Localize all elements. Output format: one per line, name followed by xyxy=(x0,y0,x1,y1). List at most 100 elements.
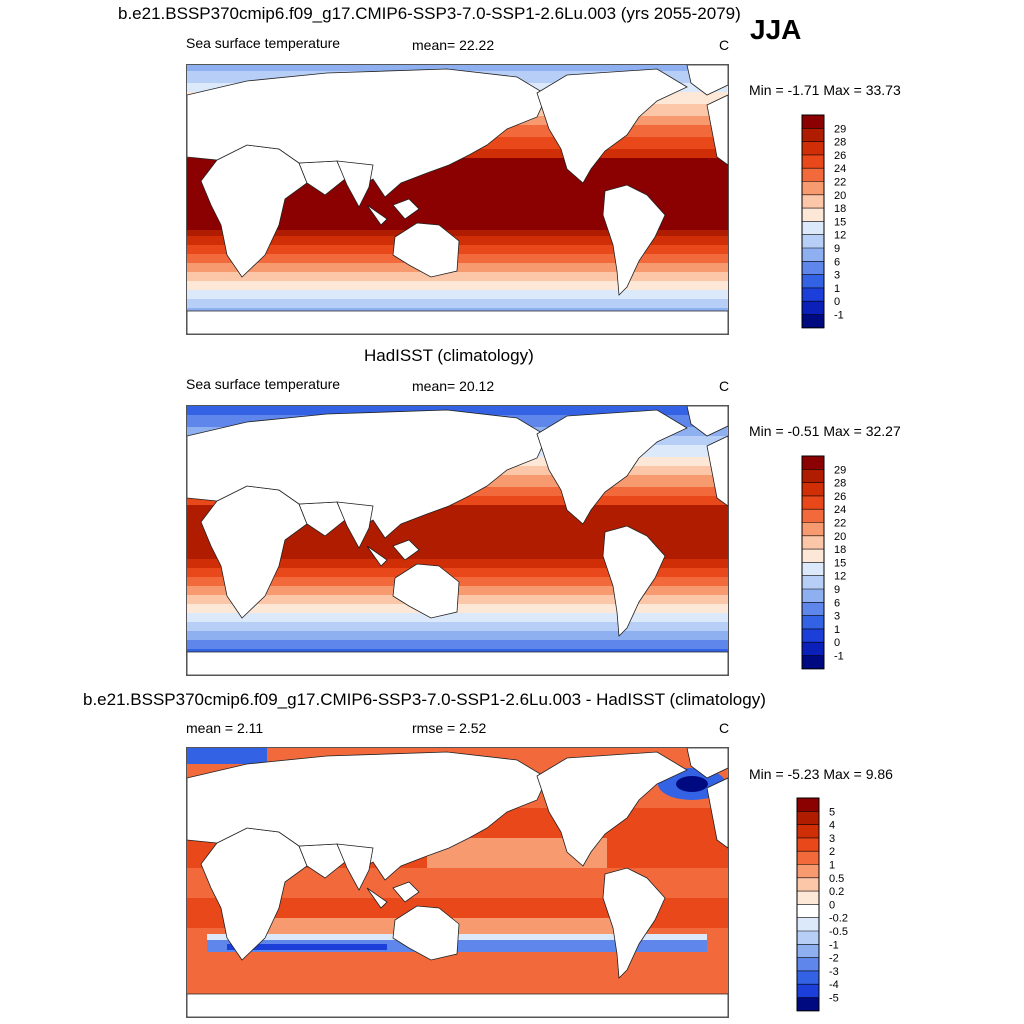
colorbar-tick-label: 0 xyxy=(834,637,840,649)
colorbar-tick-label: 5 xyxy=(829,806,835,818)
colorbar-tick-label: 4 xyxy=(829,820,835,832)
colorbar-swatch xyxy=(802,141,824,156)
land-outline xyxy=(366,204,388,226)
colorbar-swatch xyxy=(802,261,824,275)
land-outline xyxy=(187,651,728,675)
panel2-minmax: Min = -0.51 Max = 32.27 xyxy=(749,423,901,439)
land-outline xyxy=(392,198,420,220)
land-outline xyxy=(536,751,688,867)
colorbar-swatch xyxy=(802,128,824,142)
colorbar-swatch xyxy=(802,274,824,289)
colorbar-swatch xyxy=(802,221,824,236)
panel1-colorbar: 29 28 26 24 22 20 18 15 12 9 6 3 1 0 -1 xyxy=(801,114,862,330)
season-label: JJA xyxy=(750,14,802,45)
land-outline xyxy=(366,887,388,909)
land-outline xyxy=(336,843,374,891)
panel2-mean: mean= 20.12 xyxy=(412,378,495,394)
colorbar-swatch xyxy=(802,562,824,577)
panel3-colorbar: 5 4 3 2 1 0.5 0.2 0 -0.2 -0.5 -1 -2 -3 -4 -5 xyxy=(796,797,857,1013)
colorbar-tick-label: -3 xyxy=(829,966,839,978)
colorbar-tick-label: 0 xyxy=(829,899,835,911)
panel2-variable: Sea surface temperature xyxy=(186,376,341,392)
panel2-title: HadISST (climatology) xyxy=(364,346,534,365)
colorbar-swatch xyxy=(802,287,824,302)
land-outline xyxy=(706,435,728,507)
land-outline xyxy=(392,222,460,278)
colorbar-tick-label: 0.5 xyxy=(829,873,844,885)
colorbar-tick-label: 22 xyxy=(834,177,846,189)
colorbar-tick-label: 12 xyxy=(834,230,846,242)
colorbar-swatch xyxy=(802,168,824,182)
colorbar-swatch xyxy=(797,837,819,852)
colorbar-tick-label: 12 xyxy=(834,571,846,583)
colorbar-tick-label: 3 xyxy=(834,270,840,282)
panel1-unit: C xyxy=(719,37,730,53)
panel3-title: b.e21.BSSP370cmip6.f09_g17.CMIP6-SSP3-7.… xyxy=(83,690,766,709)
colorbar-tick-label: 2 xyxy=(829,846,835,858)
colorbar-tick-label: 18 xyxy=(834,203,846,215)
colorbar-swatch xyxy=(797,877,819,892)
colorbar-tick-label: 28 xyxy=(834,478,846,490)
colorbar-tick-label: 1 xyxy=(834,283,840,295)
colorbar-swatch xyxy=(802,495,824,510)
colorbar-swatch xyxy=(802,549,824,563)
colorbar-tick-label: 29 xyxy=(834,123,846,135)
colorbar-swatch xyxy=(802,154,824,169)
land-outline xyxy=(686,748,728,779)
colorbar-tick-label: -0.5 xyxy=(829,926,848,938)
panel2-map xyxy=(186,405,729,676)
colorbar-swatch xyxy=(802,509,824,523)
colorbar-tick-label: 20 xyxy=(834,190,846,202)
land-outline xyxy=(187,310,728,334)
colorbar-swatch xyxy=(797,944,819,958)
colorbar-tick-label: -4 xyxy=(829,979,839,991)
colorbar-tick-label: 28 xyxy=(834,137,846,149)
colorbar-swatch xyxy=(802,602,824,616)
colorbar-swatch xyxy=(797,851,819,865)
colorbar-swatch xyxy=(797,904,819,919)
colorbar-tick-label: 15 xyxy=(834,557,846,569)
colorbar-swatch xyxy=(802,615,824,630)
panel3-minmax: Min = -5.23 Max = 9.86 xyxy=(749,766,893,782)
colorbar-swatch xyxy=(797,798,819,812)
colorbar-swatch xyxy=(797,931,819,945)
colorbar-tick-label: 0 xyxy=(834,296,840,308)
colorbar-swatch xyxy=(802,194,824,209)
colorbar-tick-label: 24 xyxy=(834,163,846,175)
colorbar-tick-label: -1 xyxy=(829,939,839,951)
land-outline xyxy=(187,68,548,198)
colorbar-tick-label: 1 xyxy=(829,860,835,872)
colorbar-tick-label: 3 xyxy=(834,611,840,623)
panel3-rmse: rmse = 2.52 xyxy=(412,720,487,736)
colorbar-tick-label: 26 xyxy=(834,491,846,503)
colorbar-tick-label: 9 xyxy=(834,243,840,255)
colorbar-swatch xyxy=(802,628,824,643)
colorbar-tick-label: 1 xyxy=(834,624,840,636)
panel2-unit: C xyxy=(719,378,730,394)
colorbar-tick-label: 18 xyxy=(834,544,846,556)
land-outline xyxy=(602,184,666,296)
colorbar-tick-label: 24 xyxy=(834,504,846,516)
land-outline xyxy=(392,539,420,561)
colorbar-tick-label: -0.2 xyxy=(829,913,848,925)
colorbar-swatch xyxy=(802,522,824,537)
panel3-mean: mean = 2.11 xyxy=(186,720,264,736)
land-outline xyxy=(336,501,374,549)
colorbar-swatch xyxy=(802,575,824,590)
colorbar-tick-label: 26 xyxy=(834,150,846,162)
land-outline xyxy=(392,881,420,903)
colorbar-tick-label: 3 xyxy=(829,833,835,845)
land-outline xyxy=(602,867,666,979)
colorbar-tick-label: 0.2 xyxy=(829,886,844,898)
colorbar-swatch xyxy=(802,301,824,315)
colorbar-swatch xyxy=(797,957,819,972)
colorbar-swatch xyxy=(797,811,819,825)
panel1-mean: mean= 22.22 xyxy=(412,37,495,53)
panel1-title: b.e21.BSSP370cmip6.f09_g17.CMIP6-SSP3-7.… xyxy=(118,4,741,23)
colorbar-tick-label: -1 xyxy=(834,651,844,663)
colorbar-swatch xyxy=(802,482,824,497)
land-outline xyxy=(392,563,460,619)
panel1-variable: Sea surface temperature xyxy=(186,35,341,51)
land-outline xyxy=(336,160,374,208)
panel3-map xyxy=(186,747,729,1018)
